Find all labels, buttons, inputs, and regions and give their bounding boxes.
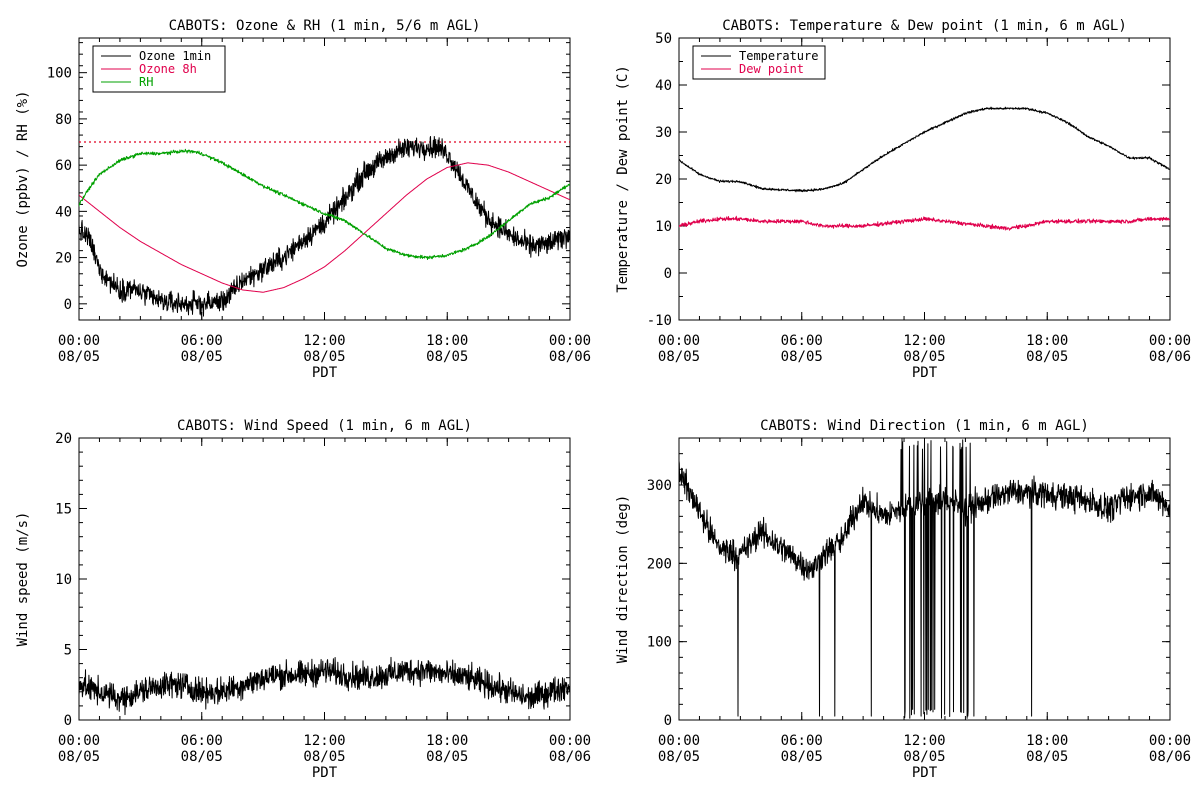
x-tick-date-label: 08/05: [181, 349, 223, 365]
y-axis-label: Wind direction (deg): [615, 495, 631, 664]
x-tick-date-label: 08/05: [658, 749, 700, 765]
series-line-temperature: [679, 106, 1170, 193]
x-tick-time-label: 06:00: [181, 333, 223, 349]
y-tick-label: 0: [64, 297, 72, 313]
legend-entry-label: Dew point: [739, 62, 804, 76]
x-tick-time-label: 18:00: [1026, 733, 1068, 749]
legend: [692, 45, 826, 80]
y-tick-label: 200: [647, 556, 672, 572]
plot-area: [79, 656, 570, 716]
x-axis-label: PDT: [312, 765, 338, 781]
y-tick-label: -10: [647, 313, 672, 329]
legend-entry-label: Ozone 1min: [139, 49, 211, 63]
x-tick-time-label: 00:00: [1149, 333, 1191, 349]
x-tick-date-label: 08/06: [549, 349, 591, 365]
x-tick-date-label: 08/05: [903, 349, 945, 365]
x-tick-date-label: 08/05: [1026, 349, 1068, 365]
y-tick-label: 40: [655, 78, 672, 94]
x-tick-time-label: 00:00: [658, 333, 700, 349]
y-tick-label: 10: [55, 572, 72, 588]
x-tick-date-label: 08/05: [303, 749, 345, 765]
series-line-ozone-8h: [79, 162, 570, 293]
x-tick-date-label: 08/06: [1149, 749, 1191, 765]
y-tick-label: 20: [55, 251, 72, 267]
legend-entry-label: RH: [139, 75, 153, 89]
x-tick-time-label: 12:00: [303, 333, 345, 349]
legend-entry-label: Ozone 8h: [139, 62, 197, 76]
y-tick-label: 50: [655, 31, 672, 47]
y-tick-label: 0: [64, 713, 72, 729]
panel-ozone-rh: CABOTS: Ozone & RH (1 min, 5/6 m AGL) 0 20…: [15, 18, 591, 381]
x-tick-date-label: 08/06: [549, 749, 591, 765]
x-tick-date-label: 08/05: [781, 349, 823, 365]
x-axis-label: PDT: [912, 365, 938, 381]
x-tick-date-label: 08/05: [58, 349, 100, 365]
y-axis-label: Ozone (ppbv) / RH (%): [15, 90, 31, 267]
x-tick-date-label: 08/05: [903, 749, 945, 765]
plot-area: [79, 136, 570, 317]
y-tick-label: 0: [664, 266, 672, 282]
y-tick-label: 10: [655, 219, 672, 235]
y-tick-label: 60: [55, 158, 72, 174]
y-tick-label: 15: [55, 502, 72, 518]
chart-title: CABOTS: Ozone & RH (1 min, 5/6 m AGL): [169, 18, 481, 34]
x-tick-date-label: 08/05: [426, 749, 468, 765]
series-line-rh: [79, 148, 570, 260]
chart-title: CABOTS: Wind Speed (1 min, 6 m AGL): [177, 418, 472, 434]
y-tick-label: 5: [64, 643, 72, 659]
x-tick-time-label: 00:00: [58, 733, 100, 749]
x-tick-time-label: 06:00: [781, 333, 823, 349]
panel-temperature-dewpoint: CABOTS: Temperature & Dew point (1 min, …: [615, 18, 1191, 381]
x-tick-date-label: 08/05: [426, 349, 468, 365]
x-tick-date-label: 08/05: [658, 349, 700, 365]
x-tick-time-label: 00:00: [549, 733, 591, 749]
x-tick-time-label: 00:00: [1149, 733, 1191, 749]
x-axis-label: PDT: [912, 765, 938, 781]
y-tick-label: 100: [47, 66, 72, 82]
x-tick-time-label: 12:00: [903, 733, 945, 749]
y-tick-label: 80: [55, 112, 72, 128]
chart-title: CABOTS: Temperature & Dew point (1 min, …: [722, 18, 1127, 34]
x-tick-date-label: 08/05: [781, 749, 823, 765]
x-tick-time-label: 18:00: [1026, 333, 1068, 349]
x-tick-date-label: 08/05: [303, 349, 345, 365]
panel-wind-direction: CABOTS: Wind Direction (1 min, 6 m AGL) 0…: [615, 418, 1191, 781]
y-tick-label: 40: [55, 204, 72, 220]
x-tick-time-label: 12:00: [903, 333, 945, 349]
x-tick-date-label: 08/05: [58, 749, 100, 765]
y-axis-label: Temperature / Dew point (C): [615, 65, 631, 293]
x-tick-date-label: 08/06: [1149, 349, 1191, 365]
legend-entry-label: Temperature: [739, 49, 818, 63]
x-tick-time-label: 00:00: [549, 333, 591, 349]
x-tick-date-label: 08/05: [181, 749, 223, 765]
y-tick-label: 30: [655, 125, 672, 141]
x-tick-time-label: 00:00: [58, 333, 100, 349]
x-tick-time-label: 06:00: [781, 733, 823, 749]
series-line-ozone-1min: [79, 136, 570, 317]
x-tick-time-label: 18:00: [426, 333, 468, 349]
series-line-3-0: [679, 438, 1170, 719]
y-tick-label: 0: [664, 713, 672, 729]
plot-frame: [78, 437, 571, 721]
plot-area: [679, 438, 1170, 719]
y-tick-label: 100: [647, 635, 672, 651]
chart-title: CABOTS: Wind Direction (1 min, 6 m AGL): [760, 418, 1089, 434]
series-line-dew-point: [679, 215, 1170, 231]
y-axis-label: Wind speed (m/s): [15, 512, 31, 647]
y-tick-label: 300: [647, 478, 672, 494]
x-tick-time-label: 06:00: [181, 733, 223, 749]
x-tick-time-label: 00:00: [658, 733, 700, 749]
plot-area: [679, 106, 1170, 231]
y-tick-label: 20: [655, 172, 672, 188]
y-tick-label: 20: [55, 431, 72, 447]
x-tick-time-label: 12:00: [303, 733, 345, 749]
plot-frame: [678, 37, 1171, 321]
series-line-2-0: [79, 656, 570, 716]
x-tick-time-label: 18:00: [426, 733, 468, 749]
x-axis-label: PDT: [312, 365, 338, 381]
x-tick-date-label: 08/05: [1026, 749, 1068, 765]
panel-wind-speed: CABOTS: Wind Speed (1 min, 6 m AGL) 0 5 10 1…: [15, 418, 591, 781]
